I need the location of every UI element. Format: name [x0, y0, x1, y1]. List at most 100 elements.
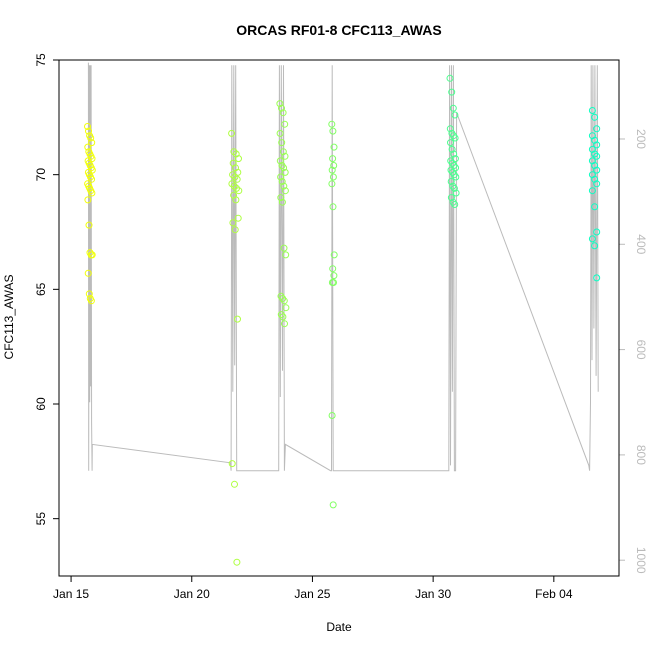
x-tick-label: Jan 15	[53, 587, 89, 601]
data-point	[85, 221, 93, 229]
data-point	[230, 182, 238, 190]
x-tick-label: Jan 30	[415, 587, 451, 601]
data-point	[276, 100, 284, 108]
data-point	[276, 129, 284, 137]
data-point	[329, 265, 337, 273]
data-point	[452, 173, 460, 181]
data-point	[446, 125, 454, 133]
data-point	[588, 107, 596, 114]
data-point	[280, 244, 288, 252]
data-point	[235, 155, 242, 163]
data-point	[234, 214, 242, 222]
data-point	[84, 196, 92, 204]
data-point	[282, 251, 290, 259]
data-point	[282, 304, 290, 312]
data-point	[233, 558, 241, 566]
data-point	[449, 104, 457, 112]
y2-tick-label: 800	[634, 445, 648, 465]
x-tick-label: Feb 04	[535, 587, 573, 601]
data-point	[280, 164, 288, 172]
data-point	[87, 134, 95, 142]
data-point	[447, 178, 455, 185]
data-point	[277, 194, 285, 202]
points-layer	[84, 74, 601, 566]
data-point	[229, 219, 237, 227]
data-point	[451, 111, 459, 119]
data-point	[85, 290, 93, 298]
data-point	[447, 194, 455, 202]
data-point	[276, 157, 284, 165]
y-tick-label: 75	[34, 53, 48, 67]
data-point	[448, 88, 456, 96]
axes-layer: Jan 15 Jan 20 Jan 25 Jan 30 Feb 04 55 60 65 70 75…	[34, 53, 648, 601]
data-point	[452, 189, 460, 197]
data-point	[280, 297, 288, 305]
data-point	[451, 201, 459, 208]
data-point	[588, 187, 596, 195]
data-point	[330, 162, 338, 169]
data-point	[228, 180, 236, 188]
data-point	[593, 228, 601, 236]
data-point	[329, 173, 337, 181]
data-point	[450, 184, 458, 192]
data-point	[591, 203, 599, 211]
data-point	[88, 189, 96, 197]
data-point	[281, 320, 288, 328]
data-point	[278, 139, 286, 147]
data-point	[233, 184, 240, 192]
data-point	[230, 148, 238, 156]
data-point	[593, 166, 601, 174]
data-point	[277, 173, 285, 181]
y2-tick-label: 200	[634, 129, 648, 149]
data-point	[591, 113, 599, 121]
data-point	[446, 74, 454, 82]
data-point	[234, 315, 241, 323]
data-point	[451, 134, 459, 142]
data-point	[88, 175, 96, 183]
data-point	[330, 279, 337, 286]
data-point	[279, 313, 287, 321]
data-point	[228, 129, 236, 137]
data-point	[329, 501, 337, 509]
data-point	[588, 235, 596, 243]
data-point	[231, 173, 239, 181]
data-point	[591, 242, 599, 250]
data-point	[281, 168, 289, 176]
data-point	[593, 152, 601, 160]
pressure-layer	[87, 62, 599, 472]
y-tick-label: 70	[34, 168, 48, 182]
data-point	[278, 104, 285, 112]
data-point	[88, 139, 96, 147]
y-tick-label: 55	[34, 512, 48, 526]
data-point	[281, 152, 289, 160]
data-point	[328, 180, 336, 188]
x-tick-label: Jan 20	[174, 587, 210, 601]
data-point	[329, 203, 337, 211]
data-point	[330, 251, 338, 259]
data-point	[328, 166, 336, 174]
data-point	[84, 123, 91, 130]
data-point	[84, 143, 92, 151]
data-point	[87, 297, 95, 305]
data-point	[232, 196, 240, 204]
data-point	[280, 182, 288, 190]
data-point	[330, 143, 338, 151]
data-point	[233, 175, 241, 183]
data-point	[88, 251, 96, 259]
data-point	[231, 226, 239, 234]
data-point	[593, 180, 601, 188]
data-point	[329, 127, 337, 135]
y-axis-label: CFC113_AWAS	[2, 275, 16, 360]
y-tick-label: 60	[34, 397, 48, 411]
data-point	[235, 187, 243, 195]
chart-title: ORCAS RF01-8 CFC113_AWAS	[236, 22, 441, 38]
data-point	[281, 120, 289, 128]
pressure-line	[87, 62, 599, 472]
data-point	[278, 178, 286, 185]
data-point	[593, 125, 601, 133]
data-point	[84, 269, 92, 277]
data-point	[591, 150, 599, 158]
data-point	[328, 412, 336, 419]
data-point	[450, 150, 458, 158]
